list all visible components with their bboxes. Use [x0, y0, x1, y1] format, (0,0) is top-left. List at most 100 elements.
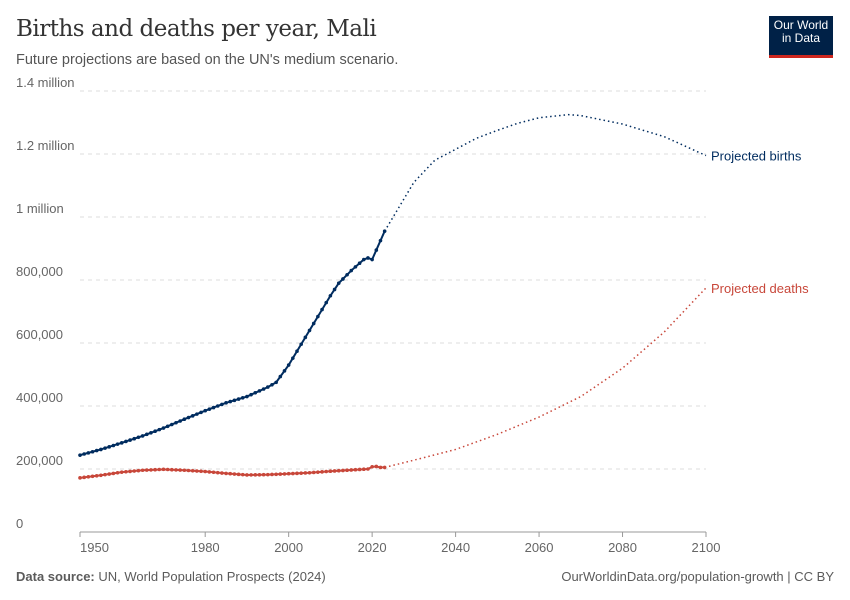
- data-point: [295, 349, 299, 353]
- data-point: [107, 445, 112, 449]
- data-point: [336, 281, 341, 285]
- data-point: [320, 470, 324, 474]
- data-point: [207, 407, 212, 411]
- x-tick-label: 2000: [274, 540, 303, 555]
- data-point: [78, 453, 82, 457]
- data-point: [232, 398, 237, 403]
- data-point: [99, 447, 103, 452]
- data-source: Data source: UN, World Population Prospe…: [16, 569, 326, 584]
- data-point: [82, 452, 86, 456]
- data-point: [203, 469, 207, 474]
- footer-link[interactable]: OurWorldinData.org/population-growth | C…: [561, 569, 834, 584]
- data-point: [90, 474, 95, 479]
- data-point: [303, 471, 308, 475]
- data-point: [199, 410, 203, 415]
- data-point: [378, 465, 383, 470]
- data-point: [94, 474, 99, 478]
- data-point: [86, 475, 91, 479]
- data-point: [374, 464, 379, 469]
- data-point: [332, 287, 337, 292]
- data-point: [270, 382, 274, 387]
- y-tick-label: 0: [16, 516, 23, 531]
- data-point: [341, 277, 345, 281]
- data-point: [366, 467, 370, 471]
- data-point: [378, 238, 383, 243]
- data-point: [228, 471, 233, 476]
- data-point: [320, 307, 324, 312]
- data-point: [274, 472, 278, 477]
- y-tick-label: 200,000: [16, 453, 63, 468]
- data-point: [286, 471, 291, 476]
- data-point: [157, 427, 162, 432]
- data-point: [278, 472, 283, 476]
- data-point: [345, 468, 349, 472]
- y-tick-label: 1.2 million: [16, 138, 75, 153]
- data-point: [361, 467, 366, 472]
- x-tick-label: 1950: [80, 540, 109, 555]
- data-point: [257, 389, 262, 393]
- source-text: UN, World Population Prospects (2024): [98, 569, 326, 584]
- x-tick-label: 2100: [692, 540, 721, 555]
- source-label: Data source:: [16, 569, 95, 584]
- data-point: [115, 442, 120, 446]
- data-point: [215, 404, 220, 408]
- data-point: [153, 467, 157, 472]
- data-point: [136, 435, 141, 440]
- data-point: [291, 356, 295, 360]
- projected-line-births: [384, 113, 707, 232]
- data-point: [111, 443, 116, 448]
- owid-logo[interactable]: Our World in Data: [769, 16, 833, 58]
- data-point: [182, 468, 187, 473]
- data-point: [165, 424, 170, 429]
- data-point: [190, 414, 195, 418]
- data-point: [307, 470, 312, 475]
- data-point: [261, 472, 266, 477]
- data-point: [316, 314, 320, 319]
- data-point: [153, 429, 157, 434]
- y-tick-label: 1 million: [16, 201, 64, 216]
- data-point: [136, 468, 141, 473]
- data-point: [182, 417, 187, 422]
- data-point: [190, 468, 195, 473]
- series-label-births: Projected births: [711, 149, 802, 164]
- data-point: [382, 465, 387, 470]
- data-point: [178, 468, 182, 472]
- data-point: [324, 469, 329, 474]
- data-point: [328, 469, 333, 474]
- data-point: [303, 335, 308, 340]
- data-point: [353, 467, 358, 472]
- data-point: [149, 430, 153, 435]
- data-point: [249, 473, 253, 477]
- series-label-deaths: Projected deaths: [711, 281, 809, 296]
- data-point: [353, 265, 358, 269]
- data-point: [228, 399, 233, 404]
- data-point: [253, 473, 258, 477]
- chart-title: Births and deaths per year, Mali: [16, 16, 377, 42]
- data-point: [370, 464, 374, 469]
- data-point: [215, 470, 220, 475]
- data-point: [299, 471, 303, 475]
- data-point: [170, 422, 174, 427]
- data-point: [249, 392, 253, 397]
- data-point: [266, 472, 270, 477]
- data-point: [220, 471, 224, 475]
- data-point: [341, 468, 345, 473]
- data-point: [128, 438, 132, 442]
- data-point: [115, 470, 120, 475]
- data-point: [107, 472, 112, 476]
- data-point: [78, 476, 82, 480]
- data-point: [357, 261, 362, 266]
- data-point: [370, 257, 374, 262]
- data-point: [240, 472, 245, 477]
- data-point: [124, 469, 128, 474]
- data-point: [274, 380, 278, 385]
- data-point: [278, 374, 283, 379]
- data-point: [357, 467, 362, 472]
- data-point: [207, 470, 212, 474]
- data-point: [266, 385, 270, 389]
- data-point: [178, 419, 182, 423]
- line-births: [79, 230, 386, 457]
- projected-line-deaths: [384, 287, 707, 469]
- data-point: [203, 408, 207, 413]
